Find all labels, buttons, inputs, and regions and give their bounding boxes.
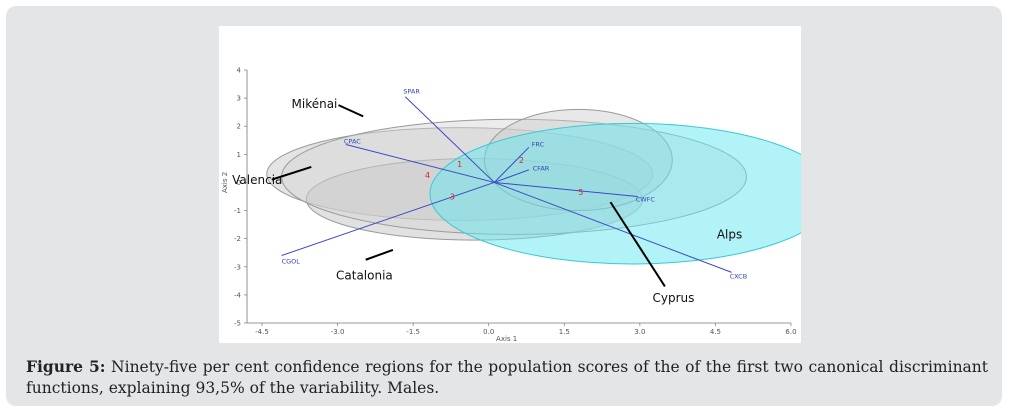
vector-label-cxcb: CXCB — [730, 272, 748, 280]
y-tick-label: 3 — [237, 95, 241, 103]
y-tick-label: -3 — [234, 263, 241, 271]
callout-pointer-catalonia — [365, 248, 394, 261]
caption-label: Figure 5: — [26, 357, 106, 376]
population-label-catalonia: Catalonia — [336, 268, 393, 282]
x-tick-label: -3.0 — [331, 328, 345, 336]
x-tick-label: -4.5 — [255, 328, 269, 336]
figure-caption: Figure 5: Ninety-five per cent confidenc… — [26, 356, 988, 399]
y-tick-label: -5 — [234, 320, 241, 328]
y-tick-label: 1 — [237, 151, 241, 159]
x-tick-label: 3.0 — [634, 328, 645, 336]
callout-pointer-cyprus — [609, 201, 666, 287]
x-tick-label: 6.0 — [785, 328, 796, 336]
centroid-label-5: 5 — [578, 188, 583, 197]
callout-pointer-valencia — [271, 166, 312, 181]
x-tick-label: 4.5 — [710, 328, 721, 336]
y-tick-label: -1 — [234, 207, 241, 215]
vector-spar — [404, 96, 495, 183]
y-axis-title: Axis 2 — [221, 172, 229, 193]
centroid-label-2: 2 — [519, 156, 524, 165]
centroid-label-1: 1 — [457, 160, 462, 169]
y-tick-label: -2 — [234, 235, 241, 243]
vector-label-cwfc: CWFC — [636, 196, 656, 204]
confidence-regions — [266, 108, 801, 265]
discriminant-vectors: SPAR CPAC FRC CFAR CWFC CXCB CGOL — [281, 88, 748, 280]
vector-label-cgol: CGOL — [282, 258, 301, 266]
chart-axes: -4.5 -3.0 -1.5 0.0 1.5 3.0 4.5 6.0 4 3 2 1 0 -1 -2 -3 -4… — [221, 67, 797, 344]
centroid-labels: 4 1 2 3 5 — [425, 156, 583, 202]
population-label-alps: Alps — [717, 228, 742, 242]
y-tick-label: 4 — [237, 67, 242, 75]
chart-panel: SPAR CPAC FRC CFAR CWFC CXCB CGOL -4.5 -3.0 -1.5… — [219, 26, 801, 343]
vector-frc — [493, 146, 530, 183]
vector-label-spar: SPAR — [403, 88, 420, 96]
region-ellipse-cyprus — [429, 122, 801, 265]
figure-frame: SPAR CPAC FRC CFAR CWFC CXCB CGOL -4.5 -3.0 -1.5… — [6, 6, 1002, 406]
x-tick-label: -1.5 — [406, 328, 420, 336]
y-tick-label: -4 — [234, 291, 242, 299]
y-tick-label: 0 — [237, 179, 241, 187]
vector-cpac — [345, 144, 495, 183]
vector-label-cpac: CPAC — [344, 137, 361, 145]
x-axis-title: Axis 1 — [496, 335, 517, 343]
callout-pointer-mikenai — [338, 104, 364, 118]
centroid-label-3: 3 — [450, 192, 455, 201]
caption-text: Ninety-five per cent confidence regions … — [26, 358, 989, 397]
centroid-label-4: 4 — [425, 171, 430, 180]
x-tick-label: 1.5 — [559, 328, 570, 336]
vector-label-frc: FRC — [532, 140, 545, 148]
population-label-cyprus: Cyprus — [653, 291, 695, 305]
vector-label-cfar: CFAR — [533, 164, 550, 172]
y-tick-label: 2 — [237, 123, 241, 131]
vector-cxcb — [494, 181, 732, 273]
population-label-valencia: Valencia — [232, 173, 282, 187]
vector-cwfc — [494, 181, 638, 197]
population-label-mikenai: Mikénai — [292, 97, 338, 111]
vector-cfar — [494, 169, 530, 183]
x-tick-label: 0.0 — [483, 328, 494, 336]
vector-cgol — [281, 181, 495, 257]
population-callouts: Mikénai Valencia Catalonia Alps Cyprus — [232, 97, 742, 305]
biplot-chart: SPAR CPAC FRC CFAR CWFC CXCB CGOL -4.5 -3.0 -1.5… — [221, 67, 801, 344]
